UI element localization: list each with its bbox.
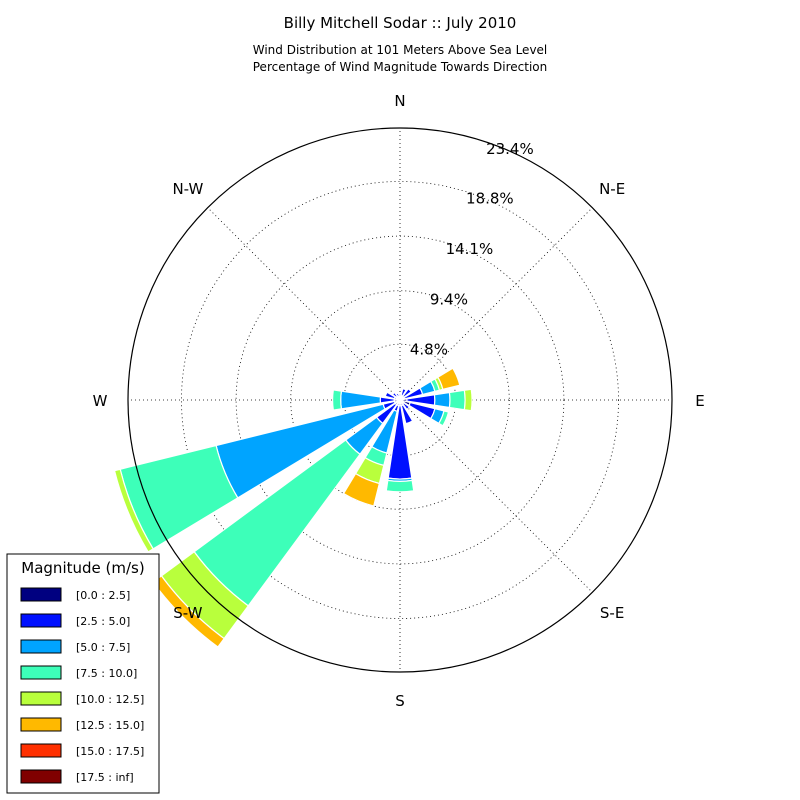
compass-label-se: S-E bbox=[600, 604, 624, 622]
wind-sector-segment bbox=[342, 472, 381, 507]
compass-label-ne: N-E bbox=[599, 180, 625, 198]
compass-label-s: S bbox=[395, 692, 405, 710]
grid-spoke bbox=[399, 399, 593, 593]
chart-subtitle-line-1: Wind Distribution at 101 Meters Above Se… bbox=[253, 43, 548, 57]
legend-swatch bbox=[20, 743, 62, 758]
legend: Magnitude (m/s) [0.0 : 2.5] [2.5 : 5.0] [5… bbox=[6, 553, 160, 794]
legend-swatch bbox=[20, 613, 62, 628]
wind-sector-segment bbox=[433, 391, 451, 409]
legend-items: [0.0 : 2.5] [2.5 : 5.0] [5.0 : 7.5] [7.5 : … bbox=[20, 587, 144, 784]
grid-ring bbox=[235, 235, 565, 565]
radial-tick-label: 23.4% bbox=[486, 140, 534, 158]
grid-spoke bbox=[207, 207, 401, 401]
wind-sector-segment bbox=[331, 389, 343, 411]
radial-tick-labels: 4.8% 9.4% 14.1% 18.8% 23.4% bbox=[410, 140, 534, 358]
compass-label-sw: S-W bbox=[173, 604, 202, 622]
wind-sectors bbox=[113, 367, 473, 648]
wind-sector-segment bbox=[385, 479, 415, 493]
wind-sector-segment bbox=[463, 388, 473, 412]
wind-sector-segment bbox=[437, 410, 450, 427]
wind-sector-segment bbox=[391, 391, 399, 399]
compass-label-e: E bbox=[695, 392, 704, 410]
wind-sector-segment bbox=[448, 389, 466, 411]
legend-label: [2.5 : 5.0] bbox=[76, 615, 130, 628]
legend-label: [17.5 : inf] bbox=[76, 771, 134, 784]
wind-sector-segment bbox=[436, 367, 461, 391]
polar-frame bbox=[127, 127, 673, 673]
legend-swatch bbox=[20, 717, 62, 732]
legend-swatch bbox=[20, 665, 62, 680]
wind-sector-segment bbox=[113, 468, 154, 553]
grid-ring bbox=[181, 181, 619, 619]
legend-label: [10.0 : 12.5] bbox=[76, 693, 144, 706]
legend-title: Magnitude (m/s) bbox=[21, 559, 144, 577]
legend-swatch bbox=[20, 639, 62, 654]
wind-sector-segment bbox=[401, 387, 413, 399]
legend-swatch bbox=[20, 691, 62, 706]
wind-sector-segment bbox=[400, 404, 414, 425]
legend-label: [15.0 : 17.5] bbox=[76, 745, 144, 758]
legend-label: [5.0 : 7.5] bbox=[76, 641, 130, 654]
chart-subtitle-line-2: Percentage of Wind Magnitude Towards Dir… bbox=[253, 60, 547, 74]
wind-sector-segment bbox=[400, 387, 407, 397]
wind-sector-segment bbox=[401, 401, 411, 411]
legend-swatch bbox=[20, 587, 62, 602]
legend-label: [12.5 : 15.0] bbox=[76, 719, 144, 732]
grid-spoke bbox=[399, 207, 593, 401]
compass-label-w: W bbox=[93, 392, 108, 410]
compass-label-n: N bbox=[394, 92, 405, 110]
compass-label-nw: N-W bbox=[172, 180, 203, 198]
chart-title: Billy Mitchell Sodar :: July 2010 bbox=[284, 14, 517, 32]
grid-ring bbox=[290, 290, 510, 510]
radial-tick-label: 14.1% bbox=[446, 240, 494, 258]
compass-labels: N N-E E S-E S S-W W N-W bbox=[93, 92, 705, 710]
polar-grid bbox=[128, 128, 672, 672]
legend-label: [7.5 : 10.0] bbox=[76, 667, 137, 680]
legend-swatch bbox=[20, 769, 62, 784]
wind-sector-segment bbox=[395, 392, 400, 398]
legend-label: [0.0 : 2.5] bbox=[76, 589, 130, 602]
radial-tick-label: 9.4% bbox=[430, 291, 468, 309]
wind-sector-segment bbox=[384, 391, 396, 400]
radial-tick-label: 18.8% bbox=[466, 189, 514, 207]
radial-tick-label: 4.8% bbox=[410, 340, 448, 358]
